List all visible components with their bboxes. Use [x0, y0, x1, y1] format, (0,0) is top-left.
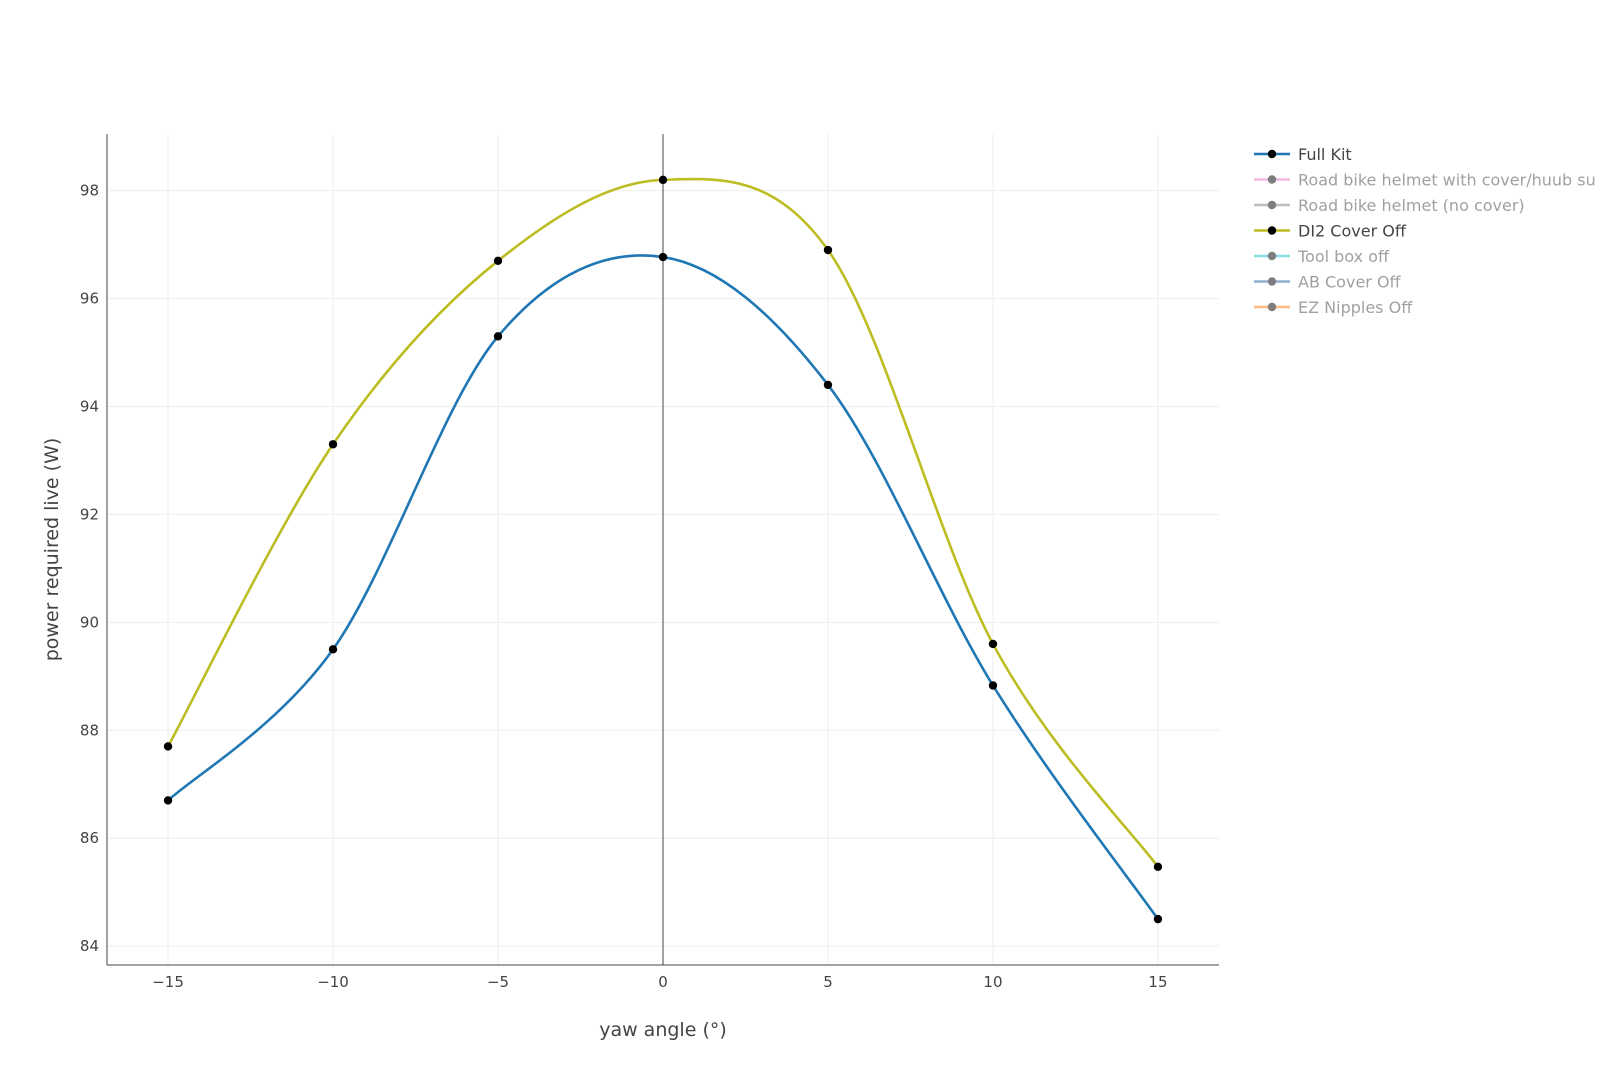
- x-tick-label: 10: [983, 973, 1002, 991]
- data-point-full-kit: [1153, 914, 1163, 924]
- legend-item[interactable]: EZ Nipples Off: [1254, 298, 1413, 317]
- y-tick-label: 86: [80, 829, 99, 847]
- axes-layer: [106, 134, 1219, 966]
- legend-marker-swatch: [1267, 251, 1277, 261]
- legend-marker-swatch: [1267, 200, 1277, 210]
- legend: Full Kit Road bike helmet with cover/huub…: [1254, 145, 1596, 317]
- series-full-kit: [163, 252, 1163, 924]
- legend-marker-swatch: [1267, 277, 1277, 286]
- legend-item[interactable]: Road bike helmet (no cover): [1254, 196, 1525, 215]
- legend-marker-swatch: [1267, 302, 1277, 312]
- series-di2-cover-off: [163, 175, 1163, 871]
- data-point-full-kit: [988, 681, 998, 690]
- data-point-di2-cover-off: [328, 440, 338, 449]
- data-point-di2-cover-off: [823, 245, 833, 255]
- y-tick-label: 90: [80, 613, 99, 631]
- data-point-full-kit: [493, 332, 503, 341]
- legend-label: AB Cover Off: [1298, 273, 1402, 292]
- data-point-di2-cover-off: [988, 639, 998, 649]
- data-point-full-kit: [328, 645, 338, 654]
- legend-item[interactable]: Road bike helmet with cover/huub su: [1254, 171, 1596, 190]
- y-tick-label: 96: [80, 290, 99, 308]
- series-layer: [163, 175, 1163, 924]
- tick-labels: −15 −10 −5 0 5 10 15 84 86 88 90 92 94 96 98: [80, 182, 1168, 991]
- legend-marker-swatch: [1267, 149, 1277, 159]
- legend-label: DI2 Cover Off: [1298, 222, 1407, 241]
- y-tick-label: 92: [80, 505, 99, 523]
- legend-label: Road bike helmet with cover/huub su: [1298, 171, 1596, 190]
- legend-marker-swatch: [1267, 226, 1277, 235]
- y-tick-label: 94: [80, 398, 99, 416]
- data-point-di2-cover-off: [163, 742, 173, 751]
- legend-item[interactable]: Tool box off: [1254, 247, 1390, 266]
- x-tick-label: −15: [152, 973, 184, 991]
- data-point-di2-cover-off: [493, 256, 503, 266]
- legend-label: EZ Nipples Off: [1298, 298, 1413, 317]
- y-axis-title: power required live (W): [41, 438, 63, 662]
- data-point-full-kit: [658, 252, 668, 262]
- y-tick-label: 98: [80, 182, 99, 200]
- legend-item[interactable]: DI2 Cover Off: [1254, 222, 1407, 241]
- x-tick-label: −10: [317, 973, 349, 991]
- legend-label: Road bike helmet (no cover): [1298, 196, 1525, 215]
- legend-marker-swatch: [1267, 175, 1277, 184]
- data-point-full-kit: [823, 380, 833, 390]
- x-tick-label: −5: [487, 973, 509, 991]
- x-tick-label: 15: [1148, 973, 1167, 991]
- y-tick-label: 84: [80, 937, 99, 955]
- y-tick-label: 88: [80, 721, 99, 739]
- x-tick-label: 0: [658, 973, 668, 991]
- data-point-di2-cover-off: [658, 175, 668, 185]
- legend-item[interactable]: AB Cover Off: [1254, 273, 1402, 292]
- legend-item[interactable]: Full Kit: [1254, 145, 1352, 164]
- x-tick-label: 5: [823, 973, 833, 991]
- data-point-full-kit: [163, 796, 173, 805]
- x-axis-title: yaw angle (°): [599, 1019, 727, 1041]
- data-point-di2-cover-off: [1153, 862, 1163, 871]
- legend-label: Tool box off: [1297, 247, 1390, 266]
- legend-label: Full Kit: [1298, 145, 1352, 164]
